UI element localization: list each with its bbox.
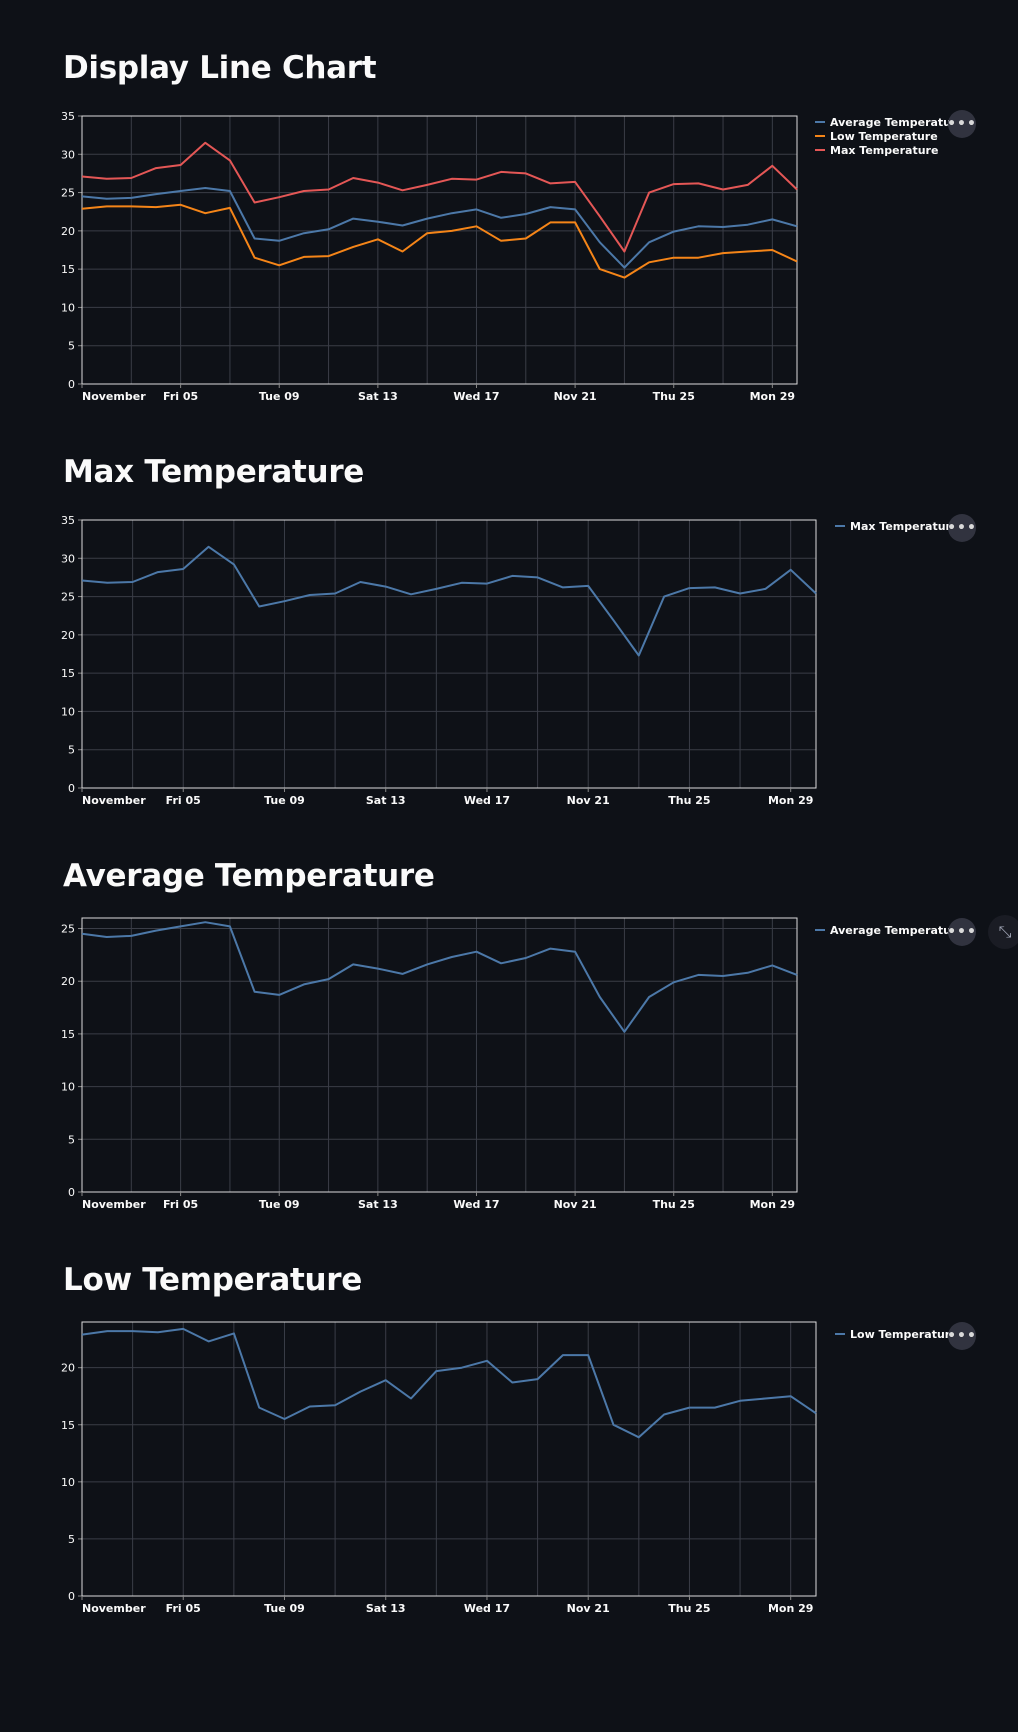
legend: Low Temperature [835, 1328, 958, 1341]
series-line-low-temperature[interactable] [81, 203, 798, 279]
y-tick-label: 25 [61, 591, 75, 604]
x-tick-label: Tue 09 [259, 390, 300, 403]
y-tick-label: 10 [61, 705, 75, 718]
x-tick-label: Wed 17 [464, 1602, 510, 1615]
y-tick-label: 5 [68, 744, 75, 757]
line-chart-low-temperature[interactable]: 0 5 10 15 20 November Fri 05 Tue 09 Sat 13 Wed 17… [0, 1312, 1018, 1732]
x-tick-label: Mon 29 [750, 1198, 795, 1211]
legend: Average Temperature [815, 924, 964, 937]
series-line-max-temperature[interactable] [81, 141, 798, 253]
x-tick-label: Sat 13 [366, 794, 406, 807]
y-tick-label: 5 [68, 1533, 75, 1546]
x-tick-label: Mon 29 [768, 1602, 813, 1615]
y-tick-label: 5 [68, 340, 75, 353]
y-tick-label: 0 [68, 1590, 75, 1603]
y-tick-label: 20 [61, 629, 75, 642]
y-tick-label: 0 [68, 782, 75, 795]
x-tick-label: Mon 29 [750, 390, 795, 403]
x-tick-label: Thu 25 [668, 794, 710, 807]
x-tick-label: Nov 21 [554, 1198, 597, 1211]
y-tick-label: 25 [61, 187, 75, 200]
y-tick-label: 0 [68, 378, 75, 391]
y-tick-label: 10 [61, 1081, 75, 1094]
x-tick-label: Fri 05 [163, 390, 198, 403]
more-options-icon[interactable]: ••• [947, 514, 976, 542]
legend-label[interactable]: Average Temperature [830, 924, 964, 937]
more-options-icon[interactable]: ••• [947, 110, 976, 138]
x-tick-label: Thu 25 [653, 390, 695, 403]
fullscreen-icon[interactable]: ⤡ [988, 915, 1018, 949]
plot-frame [81, 115, 798, 385]
x-tick-label: Sat 13 [358, 1198, 398, 1211]
x-tick-label: Fri 05 [163, 1198, 198, 1211]
y-tick-label: 20 [61, 225, 75, 238]
x-tick-label: Nov 21 [567, 794, 610, 807]
series-line-max-temperature[interactable] [81, 545, 817, 657]
series-line-average-temperature[interactable] [81, 921, 798, 1033]
y-tick-label: 5 [68, 1133, 75, 1146]
legend: Max Temperature [835, 520, 958, 533]
x-tick-label: Wed 17 [453, 1198, 499, 1211]
grid [78, 918, 797, 1193]
x-tick-label: November [82, 794, 146, 807]
section-title-max: Max Temperature [63, 454, 365, 490]
x-tick-label: Sat 13 [358, 390, 398, 403]
plot-frame [81, 1321, 817, 1597]
x-tick-label: Mon 29 [768, 794, 813, 807]
x-tick-label: Fri 05 [166, 1602, 201, 1615]
section-title-low: Low Temperature [63, 1262, 362, 1298]
x-tick-label: Tue 09 [259, 1198, 300, 1211]
section-title-average: Average Temperature [63, 858, 435, 894]
x-tick-label: Sat 13 [366, 1602, 406, 1615]
x-tick-label: November [82, 1602, 146, 1615]
legend-label[interactable]: Low Temperature [850, 1328, 958, 1341]
y-tick-label: 30 [61, 148, 75, 161]
x-tick-label: Wed 17 [464, 794, 510, 807]
y-tick-label: 15 [61, 1419, 75, 1432]
legend-label[interactable]: Low Temperature [830, 130, 938, 143]
y-tick-label: 15 [61, 263, 75, 276]
x-tick-label: Fri 05 [166, 794, 201, 807]
x-tick-label: November [82, 390, 146, 403]
y-tick-label: 20 [61, 975, 75, 988]
y-tick-label: 10 [61, 1476, 75, 1489]
x-tick-label: Thu 25 [668, 1602, 710, 1615]
grid [78, 1322, 816, 1597]
x-tick-label: Nov 21 [567, 1602, 610, 1615]
series-line-average-temperature[interactable] [81, 187, 798, 269]
plot-frame [81, 519, 817, 789]
y-tick-label: 25 [61, 923, 75, 936]
line-chart-average-temperature[interactable]: 0 5 10 15 20 25 November Fri 05 Tue 09 Sat 13 Wed … [0, 908, 1018, 1328]
page-title: Display Line Chart [63, 50, 377, 86]
x-tick-label: Thu 25 [653, 1198, 695, 1211]
grid [78, 115, 797, 385]
grid [78, 519, 816, 789]
y-tick-label: 15 [61, 667, 75, 680]
series-line-low-temperature[interactable] [81, 1327, 817, 1439]
legend-label[interactable]: Max Temperature [830, 144, 938, 157]
y-tick-label: 20 [61, 1362, 75, 1375]
y-tick-label: 10 [61, 301, 75, 314]
more-options-icon[interactable]: ••• [947, 918, 976, 946]
line-chart-max-temperature[interactable]: 0 5 10 15 20 25 30 35 November Fri 05 Tue 09 Sat 13… [0, 504, 1018, 924]
x-tick-label: Wed 17 [453, 390, 499, 403]
x-tick-label: November [82, 1198, 146, 1211]
x-tick-label: Tue 09 [264, 794, 305, 807]
more-options-icon[interactable]: ••• [947, 1322, 976, 1350]
x-tick-label: Tue 09 [264, 1602, 305, 1615]
y-tick-label: 0 [68, 1186, 75, 1199]
legend-label[interactable]: Average Temperature [830, 116, 964, 129]
line-chart-all-temperatures[interactable]: 0 5 10 15 20 25 30 35 November Fri 05 Tue 09 Sat 13… [0, 100, 1018, 520]
y-tick-label: 15 [61, 1028, 75, 1041]
legend-label[interactable]: Max Temperature [850, 520, 958, 533]
y-tick-label: 30 [61, 552, 75, 565]
y-tick-label: 35 [61, 514, 75, 527]
y-tick-label: 35 [61, 110, 75, 123]
x-tick-label: Nov 21 [554, 390, 597, 403]
plot-frame [81, 917, 798, 1193]
